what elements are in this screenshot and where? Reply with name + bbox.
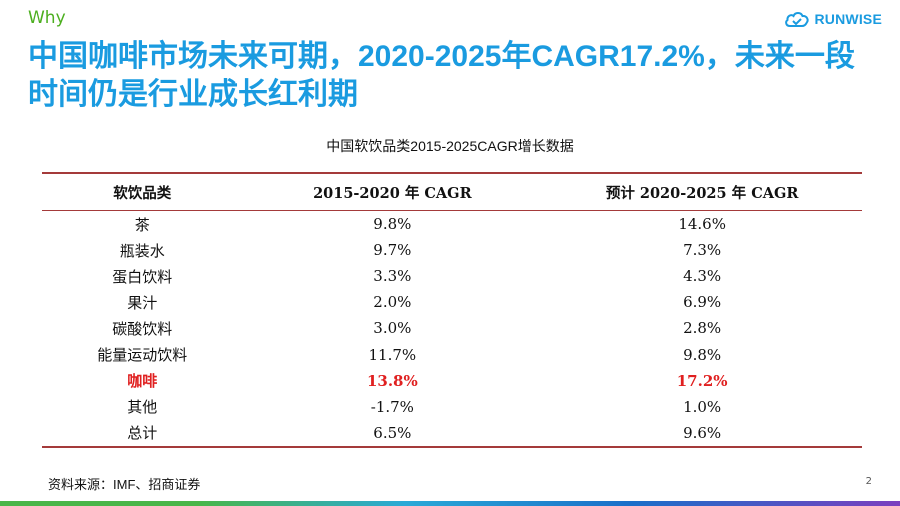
row-cagr-2020-2025: 17.2% [676,371,728,390]
row-cagr-2015-2020: 11.7% [368,345,417,364]
row-cagr-2015-2020: 9.7% [373,241,412,260]
table-caption: 中国软饮品类2015-2025CAGR增长数据 [326,138,574,154]
row-cagr-2015-2020: 6.5% [373,423,412,442]
row-category: 咖啡 [127,372,158,391]
section-tag: Why [28,8,66,28]
row-cagr-2020-2025: 9.6% [683,423,722,442]
row-cagr-2020-2025: 7.3% [683,241,722,260]
table-row: 总计 6.5% 9.6% [42,420,862,447]
table-row: 蛋白饮料 3.3% 4.3% [42,263,862,289]
row-category: 蛋白饮料 [112,267,173,286]
table-row: 果汁 2.0% 6.9% [42,289,862,315]
row-cagr-2020-2025: 9.8% [683,345,722,364]
header-category: 软饮品类 [42,173,243,211]
table-row: 碳酸饮料 3.0% 2.8% [42,315,862,341]
table-row: 能量运动饮料 11.7% 9.8% [42,341,862,367]
header-cagr-2015-2020: 2015-2020 年 CAGR [242,173,543,211]
cagr-table: 软饮品类 2015-2020 年 CAGR 预计 2020-2025 年 CAG… [42,172,862,448]
row-cagr-2015-2020: 13.8% [366,371,418,390]
table-row-highlight: 咖啡 13.8% 17.2% [42,368,862,394]
row-category: 果汁 [127,293,158,312]
row-cagr-2015-2020: 3.3% [373,267,412,286]
row-cagr-2020-2025: 14.6% [678,215,726,234]
bottom-gradient-bar [0,501,900,506]
row-category: 能量运动饮料 [97,346,188,365]
page-title: 中国咖啡市场未来可期，2020-2025年CAGR17.2%，未来一段时间仍是行… [28,40,855,111]
header-cagr-2020-2025: 预计 2020-2025 年 CAGR [542,173,862,211]
table-row: 瓶装水 9.7% 7.3% [42,237,862,263]
table-row: 其他 -1.7% 1.0% [42,394,862,420]
row-cagr-2015-2020: 3.0% [373,319,412,338]
row-cagr-2015-2020: 2.0% [373,293,412,312]
row-category: 茶 [134,215,150,234]
row-category: 碳酸饮料 [112,319,173,338]
runwise-logo: RUNWISE [784,10,882,28]
table-header-row: 软饮品类 2015-2020 年 CAGR 预计 2020-2025 年 CAG… [42,173,862,211]
row-category: 瓶装水 [119,241,165,260]
row-cagr-2015-2020: -1.7% [370,397,414,416]
row-cagr-2020-2025: 4.3% [683,267,722,286]
cloud-logo-icon [785,12,810,27]
page-number: 2 [865,476,872,487]
row-cagr-2020-2025: 2.8% [683,319,722,338]
row-cagr-2020-2025: 1.0% [683,397,722,416]
table-row: 茶 9.8% 14.6% [42,211,862,238]
row-cagr-2020-2025: 6.9% [683,293,722,312]
row-category: 其他 [127,398,158,417]
source-note: 资料来源：IMF、招商证券 [48,477,201,492]
logo-text: RUNWISE [814,11,882,27]
row-cagr-2015-2020: 9.8% [373,215,412,234]
row-category: 总计 [127,424,158,443]
